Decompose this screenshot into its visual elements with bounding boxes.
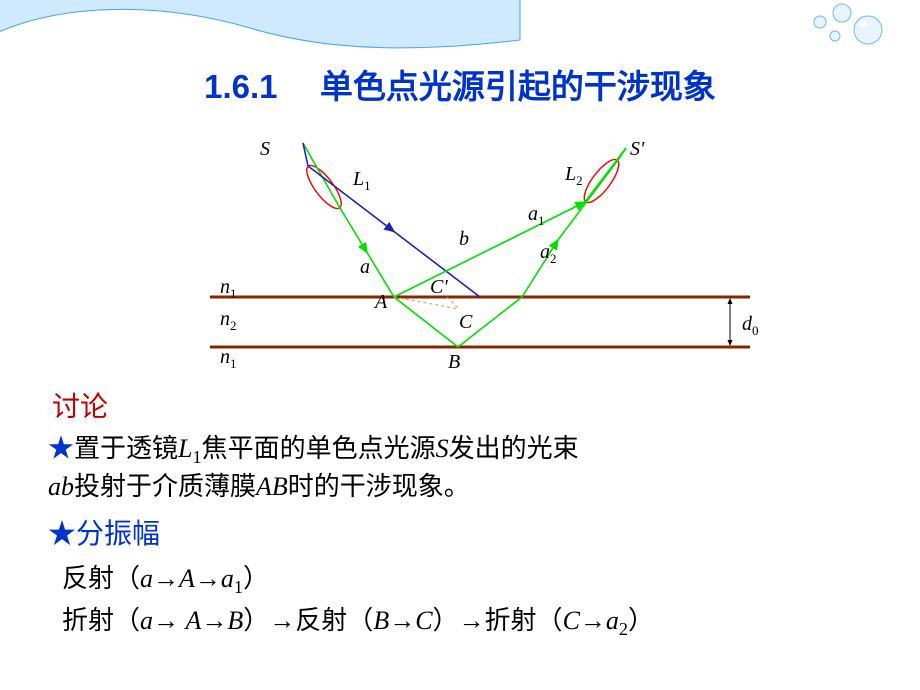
svg-text:n1: n1 [220,346,237,371]
section-title: 1.6.1 单色点光源引起的干涉现象 [0,60,920,108]
svg-text:a1: a1 [528,203,545,228]
svg-text:A: A [373,291,388,313]
svg-text:S': S' [630,138,645,160]
svg-text:b: b [459,228,469,250]
svg-text:a2: a2 [540,241,557,266]
optics-diagram: S S' L1 L2 a b a1 a2 A BC C' n1 n2 n1 d0 [190,120,780,400]
amplitude-division-heading: ★分振幅 [48,512,160,552]
title-text: 单色点光源引起的干涉现象 [320,68,716,105]
svg-text:C': C' [430,276,448,298]
svg-text:n1: n1 [220,276,237,301]
description-line-2: ab投射于介质薄膜AB时的干涉现象。 [48,466,470,503]
refraction-path: 折射（a→ A→B）→反射（B→C）→折射（C→a2） [62,600,654,640]
svg-text:B: B [448,351,460,373]
svg-text:S: S [260,138,270,160]
svg-text:a: a [360,256,370,278]
title-number: 1.6.1 [204,68,277,105]
svg-text:C: C [459,311,473,333]
svg-text:n2: n2 [220,308,237,333]
discussion-heading: 讨论 [52,385,108,425]
svg-text:L1: L1 [352,168,371,193]
svg-text:d0: d0 [742,313,759,338]
reflection-path: 反射（a→A→a1） [62,558,269,598]
header-decoration [0,0,920,60]
svg-text:L2: L2 [564,163,583,188]
description-line-1: ★置于透镜L1焦平面的单色点光源S发出的光束 [48,428,579,468]
